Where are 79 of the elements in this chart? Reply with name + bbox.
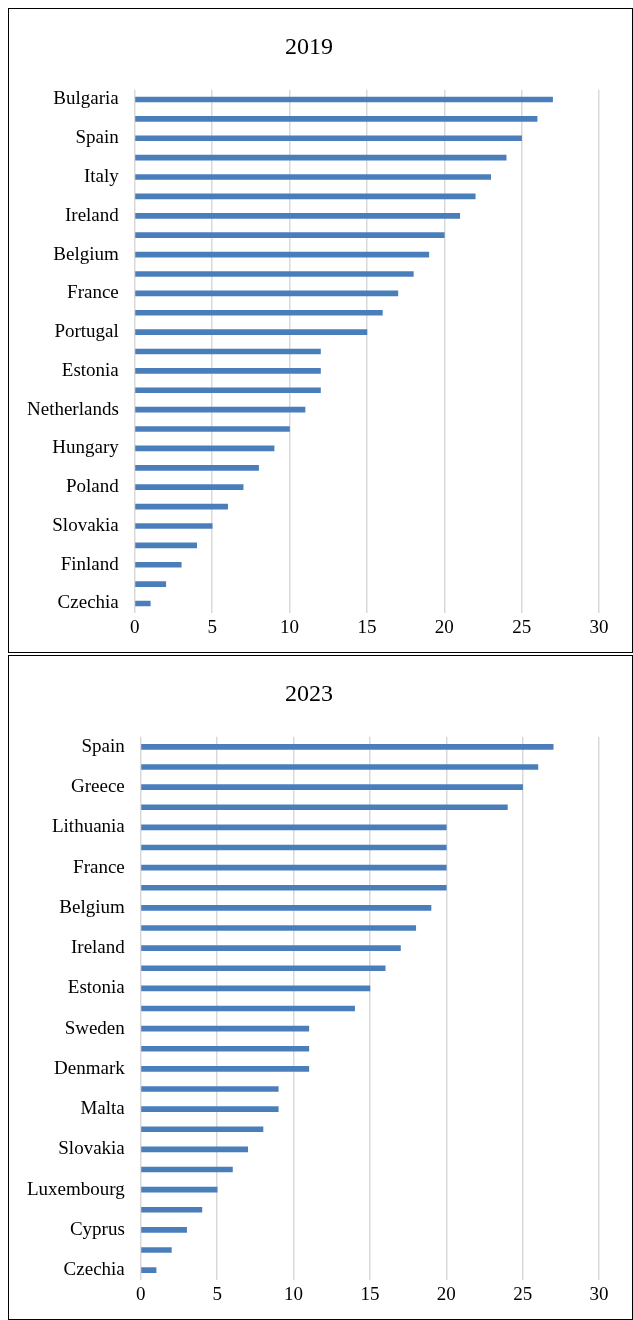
y-tick-label: Spain <box>75 126 120 148</box>
y-tick-label: Luxembourg <box>26 1177 126 1199</box>
bar <box>135 561 182 568</box>
bar <box>135 212 461 219</box>
bar <box>141 1126 264 1133</box>
bar <box>135 387 321 394</box>
bar <box>135 600 151 607</box>
bar <box>141 1247 172 1253</box>
x-tick-label: 15 <box>357 615 377 637</box>
bar <box>135 232 445 239</box>
y-tick-label: Italy <box>83 165 120 187</box>
x-tick-label: 5 <box>207 615 217 637</box>
y-tick-label: Netherlands <box>26 397 119 419</box>
x-tick-label: 30 <box>589 615 609 637</box>
y-tick-label: Sweden <box>64 1016 126 1038</box>
x-tick-label: 25 <box>513 1282 533 1304</box>
bar <box>141 1206 203 1213</box>
bar <box>141 1106 279 1112</box>
x-tick-label: 5 <box>212 1282 222 1304</box>
x-tick-label: 0 <box>130 615 140 637</box>
x-tick-label: 0 <box>136 1282 146 1304</box>
bar <box>135 135 522 142</box>
bar <box>141 804 508 811</box>
y-tick-label: Slovakia <box>52 513 120 535</box>
y-tick-label: Ireland <box>70 936 126 958</box>
bar <box>141 925 417 931</box>
y-tick-label: Ireland <box>64 203 120 225</box>
bar <box>141 744 554 750</box>
bar <box>141 1267 157 1273</box>
x-tick-label: 30 <box>589 1282 609 1304</box>
bar <box>141 1066 310 1072</box>
y-tick-label: Spain <box>81 734 126 756</box>
bar <box>135 368 321 374</box>
bar <box>141 945 401 951</box>
bar <box>141 884 447 891</box>
x-tick-label: 10 <box>280 615 300 637</box>
bar <box>141 1045 310 1052</box>
bar <box>141 764 539 770</box>
bar <box>135 484 244 491</box>
bar <box>135 329 368 335</box>
bar <box>135 426 290 432</box>
bar <box>141 905 432 911</box>
bar <box>141 784 523 790</box>
y-tick-label: Estonia <box>61 358 120 380</box>
chart-title: 2023 <box>285 679 333 706</box>
bar <box>141 1086 279 1092</box>
y-tick-label: France <box>67 281 119 303</box>
bar <box>135 271 414 277</box>
y-tick-label: Denmark <box>54 1056 126 1078</box>
bar <box>141 1227 187 1233</box>
y-tick-label: Belgium <box>53 242 120 264</box>
y-tick-label: Czechia <box>63 1258 126 1280</box>
chart-title: 2019 <box>285 32 333 59</box>
y-tick-label: Slovakia <box>58 1137 126 1159</box>
bar <box>135 174 492 180</box>
y-tick-label: Lithuania <box>51 815 126 837</box>
y-tick-label: Greece <box>71 775 125 797</box>
y-tick-label: Czechia <box>57 591 120 613</box>
bar <box>135 523 213 529</box>
x-tick-label: 15 <box>360 1282 380 1304</box>
bar <box>135 464 259 471</box>
y-tick-label: Cyprus <box>69 1217 125 1239</box>
y-tick-label: France <box>73 855 125 877</box>
bar <box>141 965 386 972</box>
x-tick-label: 20 <box>434 615 454 637</box>
y-tick-label: Estonia <box>67 976 126 998</box>
x-tick-label: 20 <box>436 1282 456 1304</box>
y-tick-label: Portugal <box>54 320 119 342</box>
bar <box>135 581 167 587</box>
y-tick-label: Bulgaria <box>53 87 120 109</box>
x-tick-label: 25 <box>512 615 532 637</box>
y-tick-label: Belgium <box>59 895 126 917</box>
y-tick-label: Finland <box>60 552 120 574</box>
y-tick-label: Malta <box>80 1097 126 1119</box>
x-tick-label: 10 <box>284 1282 304 1304</box>
y-tick-label: Poland <box>66 475 120 497</box>
bar <box>135 116 538 122</box>
y-tick-label: Hungary <box>52 436 120 458</box>
bar <box>135 309 383 316</box>
